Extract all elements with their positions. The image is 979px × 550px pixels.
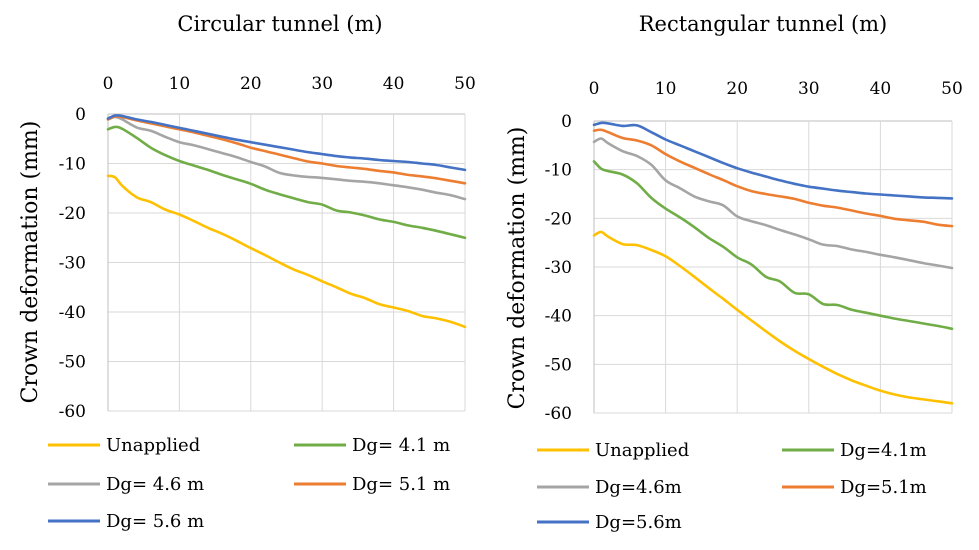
legend-item-dg-5-6m: Dg=5.6m — [537, 512, 682, 533]
legend-label: Dg=5.6m — [595, 512, 682, 533]
legend-item-dg-4-1m: Dg=4.1m — [782, 440, 927, 461]
chart-circular-tunnel: Circular tunnel (m) Crown deformation (m… — [18, 12, 476, 532]
y-axis-label: Crown deformation (mm) — [18, 121, 43, 404]
legend: Unapplied Dg= 4.1 m Dg= 4.6 m Dg= 5.1 m Dg= … — [48, 435, 450, 532]
x-tick-label: 0 — [589, 79, 600, 99]
legend-label: Unapplied — [106, 435, 200, 456]
x-tick-label: 0 — [103, 74, 114, 94]
x-tick-label: 50 — [941, 79, 963, 99]
series-line-dg-4-6m — [592, 137, 954, 270]
legend-label: Dg= 5.6 m — [106, 511, 204, 532]
y-tick-label: -30 — [545, 258, 572, 278]
x-tick-label: 10 — [655, 79, 677, 99]
legend-item-dg-4-6m: Dg=4.6m — [537, 477, 682, 498]
legend-label: Unapplied — [595, 440, 689, 461]
x-tick-label: 20 — [240, 74, 262, 94]
legend-item-dg-5-1m: Dg=5.1m — [782, 477, 927, 498]
legend: Unapplied Dg=4.1m Dg=4.6m Dg=5.1m Dg=5.6m — [537, 440, 927, 533]
legend-item-unapplied: Unapplied — [537, 440, 689, 461]
tick-labels: 0 -10 -20 -30 -40 -50 -60 0 10 20 30 40 50 — [545, 79, 963, 424]
series-line-unapplied — [592, 230, 954, 405]
legend-label: Dg= 5.1 m — [352, 474, 450, 495]
y-tick-label: -10 — [545, 161, 572, 181]
legend-label: Dg= 4.6 m — [106, 474, 204, 495]
x-tick-label: 30 — [798, 79, 820, 99]
legend-label: Dg= 4.1 m — [352, 435, 450, 456]
series-line-dg-5-1m — [592, 128, 954, 228]
legend-item-unapplied: Unapplied — [48, 435, 200, 456]
y-tick-label: 0 — [75, 105, 86, 125]
grid-lines — [593, 120, 953, 414]
x-tick-label: 10 — [169, 74, 191, 94]
legend-label: Dg=5.1m — [840, 477, 927, 498]
y-axis-label: Crown deformation (mm) — [505, 127, 530, 410]
y-tick-label: -50 — [545, 355, 572, 375]
y-tick-label: -20 — [59, 204, 86, 224]
chart-title: Rectangular tunnel (m) — [639, 12, 888, 36]
legend-item-dg-5-1-m: Dg= 5.1 m — [294, 474, 450, 495]
series-line-dg-4-6-m — [106, 115, 467, 201]
series-line-dg-5-6-m — [106, 113, 467, 172]
y-tick-label: -20 — [545, 209, 572, 229]
legend-item-dg-5-6-m: Dg= 5.6 m — [48, 511, 204, 532]
x-tick-label: 40 — [383, 74, 405, 94]
y-tick-label: -40 — [545, 307, 572, 327]
y-tick-label: 0 — [561, 112, 572, 132]
series-line-unapplied — [106, 174, 467, 329]
legend-item-dg-4-1-m: Dg= 4.1 m — [294, 435, 450, 456]
grid-lines — [107, 113, 466, 412]
series-lines — [106, 113, 467, 329]
chart-title: Circular tunnel (m) — [177, 12, 382, 36]
chart-rectangular-tunnel: Rectangular tunnel (m) Crown deformation… — [505, 12, 963, 533]
y-tick-label: -10 — [59, 155, 86, 175]
y-tick-label: -30 — [59, 254, 86, 274]
legend-label: Dg=4.6m — [595, 477, 682, 498]
y-tick-label: -60 — [59, 402, 86, 422]
x-tick-label: 40 — [870, 79, 892, 99]
y-tick-label: -50 — [59, 353, 86, 373]
tick-labels: 0 -10 -20 -30 -40 -50 -60 0 10 20 30 40 50 — [59, 74, 476, 422]
legend-label: Dg=4.1m — [840, 440, 927, 461]
y-tick-label: -40 — [59, 303, 86, 323]
series-lines — [592, 121, 954, 405]
series-line-dg-4-1-m — [106, 125, 467, 240]
x-tick-label: 20 — [726, 79, 748, 99]
y-tick-label: -60 — [545, 404, 572, 424]
x-tick-label: 30 — [311, 74, 333, 94]
series-line-dg-5-1-m — [106, 114, 467, 185]
series-line-dg-5-6m — [592, 121, 954, 200]
series-line-dg-4-1m — [592, 160, 954, 331]
x-tick-label: 50 — [454, 74, 476, 94]
legend-item-dg-4-6-m: Dg= 4.6 m — [48, 474, 204, 495]
